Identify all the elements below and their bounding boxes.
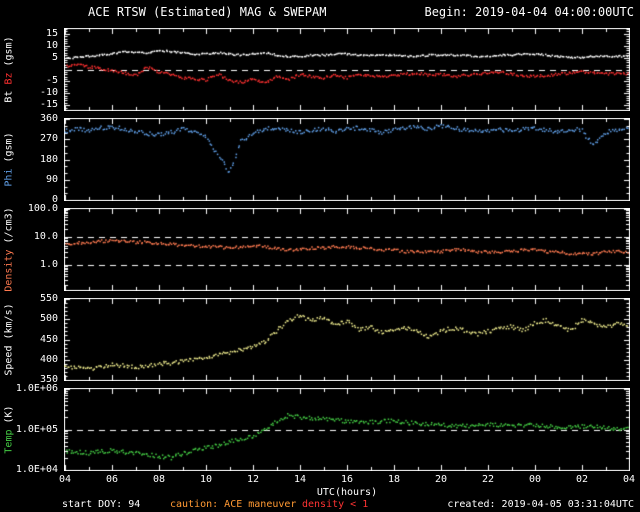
y-tick-label: 400 xyxy=(39,353,58,365)
y-tick-label: 1.0E+06 xyxy=(15,383,58,394)
created-timestamp: created: 2019-04-05 03:31:04UTC xyxy=(447,499,634,510)
x-tick-label: 20 xyxy=(434,474,448,485)
y-tick-label: 270 xyxy=(39,133,58,145)
y-tick-label: 180 xyxy=(39,153,58,165)
x-tick-label: 02 xyxy=(575,474,589,485)
y-tick-label: 5 xyxy=(51,51,58,63)
density-axis-label: Density (/cm3) xyxy=(2,207,17,291)
mag-panel-canvas xyxy=(64,28,630,111)
x-tick-label: 22 xyxy=(481,474,495,485)
y-tick-label: 100.0 xyxy=(27,203,58,214)
x-tick-label: 10 xyxy=(199,474,213,485)
plot-title: ACE RTSW (Estimated) MAG & SWEPAM xyxy=(88,5,327,19)
x-tick-label: 08 xyxy=(152,474,166,485)
x-axis-label: UTC(hours) xyxy=(316,487,378,498)
y-tick-label: -5 xyxy=(45,75,58,87)
speed-panel-canvas xyxy=(64,298,630,381)
phi-panel-canvas xyxy=(64,118,630,201)
x-tick-label: 04 xyxy=(58,474,72,485)
y-tick-label: 10.0 xyxy=(33,231,58,243)
y-tick-label: 10 xyxy=(45,39,58,51)
y-tick-label: 500 xyxy=(39,313,58,325)
y-tick-label: 450 xyxy=(39,333,58,345)
y-tick-label: 550 xyxy=(39,293,58,304)
x-tick-label: 00 xyxy=(528,474,542,485)
y-tick-label: 0 xyxy=(51,194,58,205)
x-tick-label: 04 xyxy=(622,474,636,485)
y-tick-label: 15 xyxy=(45,27,58,39)
y-tick-label: -15 xyxy=(39,99,58,111)
density-warning: density < 1 xyxy=(302,499,369,510)
temp-panel-canvas xyxy=(64,388,630,471)
y-tick-label: 350 xyxy=(39,374,58,385)
y-tick-label: 1.0E+04 xyxy=(15,464,58,475)
density-panel-canvas xyxy=(64,208,630,291)
y-tick-label: 1.0 xyxy=(39,259,58,271)
x-tick-label: 06 xyxy=(105,474,119,485)
y-tick-label: 1.0E+05 xyxy=(15,423,58,435)
x-tick-label: 14 xyxy=(293,474,307,485)
y-tick-label: 90 xyxy=(45,173,58,185)
x-tick-label: 18 xyxy=(387,474,401,485)
start-doy-label: start DOY: 94 xyxy=(62,499,141,510)
y-tick-label: -10 xyxy=(39,87,58,99)
x-tick-label: 12 xyxy=(246,474,260,485)
caution-note: caution: ACE maneuver xyxy=(170,499,297,510)
y-tick-label: 360 xyxy=(39,113,58,124)
x-tick-label: 16 xyxy=(340,474,354,485)
begin-timestamp: Begin: 2019-04-04 04:00:00UTC xyxy=(424,5,634,19)
